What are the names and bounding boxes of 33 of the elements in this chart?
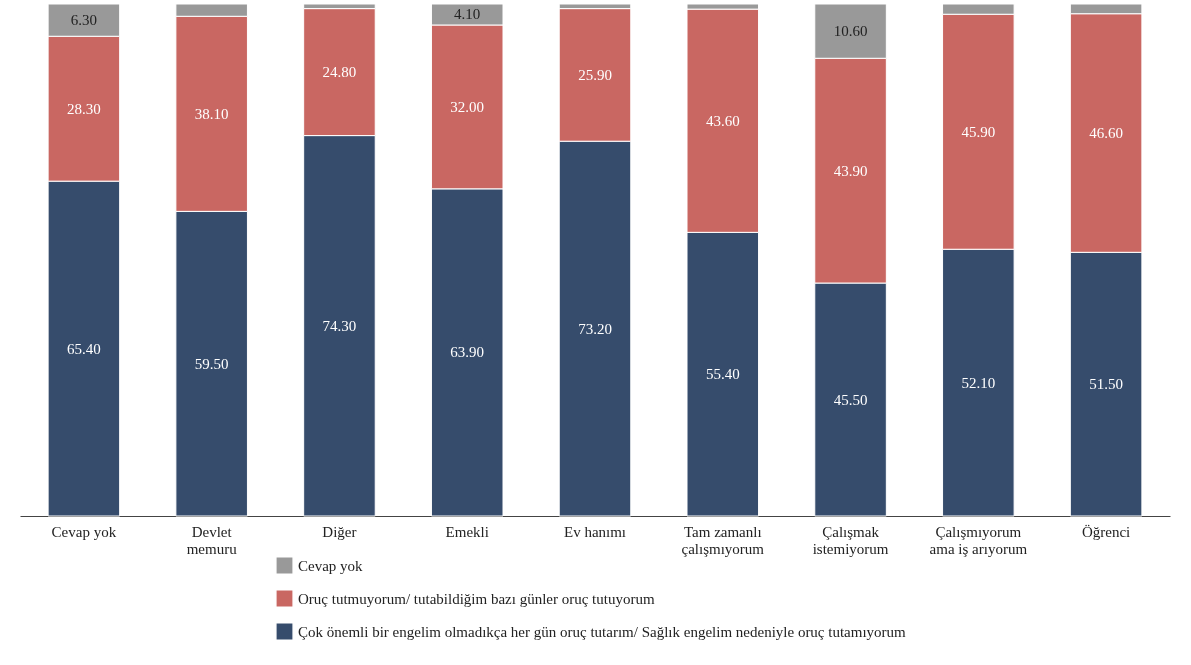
data-label: 43.60	[705, 112, 740, 129]
legend-label: Cevap yok	[298, 557, 364, 574]
data-label: 45.50	[833, 391, 868, 408]
data-label: 38.10	[194, 105, 229, 122]
data-label: 63.90	[450, 344, 485, 361]
x-tick-label: Emekli	[445, 523, 489, 540]
data-label: 28.30	[67, 100, 101, 117]
data-label: 6.30	[70, 12, 98, 29]
data-label: 73.20	[578, 320, 612, 337]
x-tick-label: Ev hanımı	[563, 523, 627, 540]
legend-label: Çok önemli bir engelim olmadıkça her gün oruç tutarım/ Sağlık engelim nedeniyle oruç tutamıyorum	[298, 623, 907, 640]
data-label: 52.10	[961, 374, 996, 391]
data-label: 59.50	[194, 355, 229, 372]
x-tick-label: Cevap yok	[51, 523, 117, 540]
data-label: 51.50	[1089, 376, 1123, 393]
data-label: 4.10	[454, 6, 481, 23]
x-tick-label: Öğrenci	[1081, 523, 1131, 540]
data-label: 43.90	[833, 162, 868, 179]
data-label: 65.40	[67, 340, 101, 357]
data-label: 55.40	[705, 366, 740, 383]
x-tick-label: Devlet memuru	[186, 523, 238, 557]
x-tick-label: Çalışmak istemiyorum	[812, 523, 889, 557]
x-tick-label: Çalışmıyorum ama iş arıyorum	[929, 523, 1028, 557]
data-label: 25.90	[578, 66, 612, 83]
data-label: 24.80	[322, 64, 357, 81]
legend-label: Oruç tutmuyorum/ tutabildiğim bazı günler oruç tutuyorum	[298, 590, 655, 607]
data-label: 46.60	[1089, 125, 1123, 142]
data-label: 10.60	[833, 23, 868, 40]
x-tick-label: Diğer	[322, 523, 357, 540]
data-label: 32.00	[450, 98, 485, 115]
x-tick-label: Tam zamanlı çalışmıyorum	[681, 523, 765, 557]
data-label: 45.90	[961, 123, 996, 140]
data-label: 74.30	[322, 317, 357, 334]
